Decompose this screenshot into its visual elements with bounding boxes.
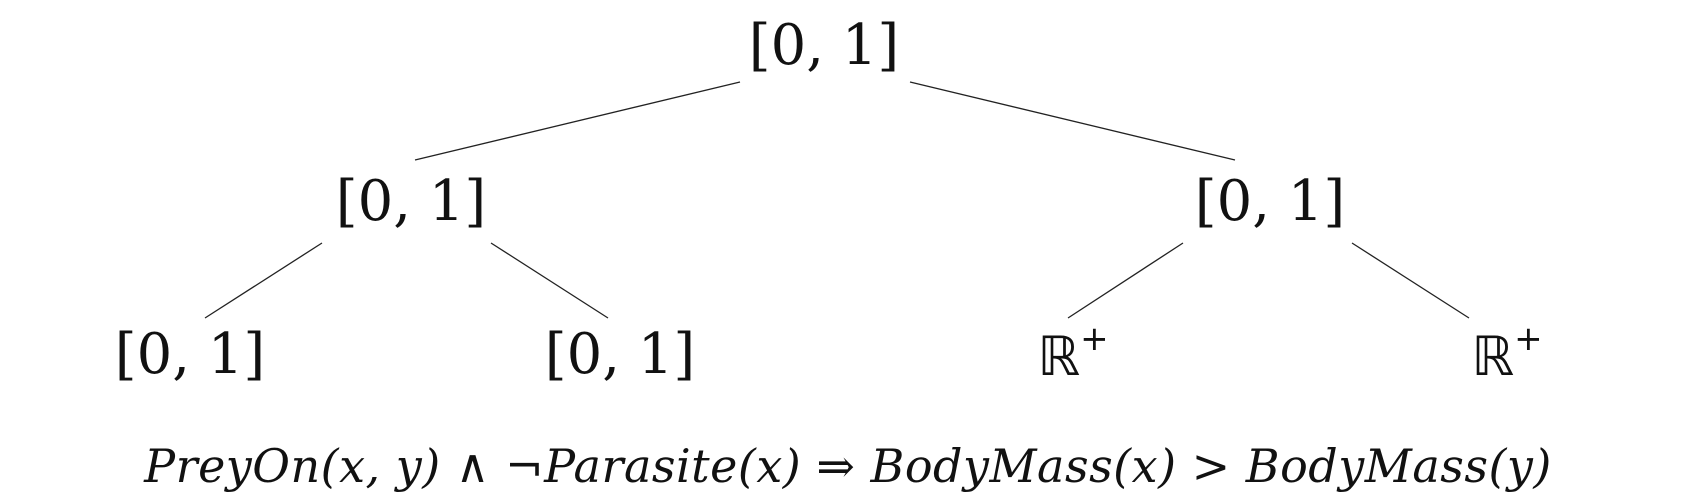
node-left: [0, 1]: [335, 169, 487, 234]
edge-left-leftright: [490, 242, 609, 319]
edge-root-right: [909, 81, 1236, 161]
reals-superscript: +: [1080, 319, 1109, 359]
reals-symbol: ℝ: [1037, 325, 1081, 388]
node-left-left: [0, 1]: [114, 322, 266, 387]
node-right-left: ℝ+: [1037, 322, 1108, 384]
edge-left-leftleft: [204, 242, 323, 319]
node-right: [0, 1]: [1194, 169, 1346, 234]
reals-symbol: ℝ: [1471, 325, 1515, 388]
node-left-right: [0, 1]: [544, 322, 696, 387]
node-root: [0, 1]: [748, 13, 900, 78]
node-right-right: ℝ+: [1471, 322, 1542, 384]
edge-right-rightright: [1351, 242, 1470, 319]
edge-root-left: [414, 81, 741, 161]
reals-superscript: +: [1514, 319, 1543, 359]
edge-right-rightleft: [1067, 242, 1184, 319]
formula: PreyOn(x, y) ∧ ¬Parasite(x) ⇒ BodyMass(x…: [144, 439, 1552, 493]
